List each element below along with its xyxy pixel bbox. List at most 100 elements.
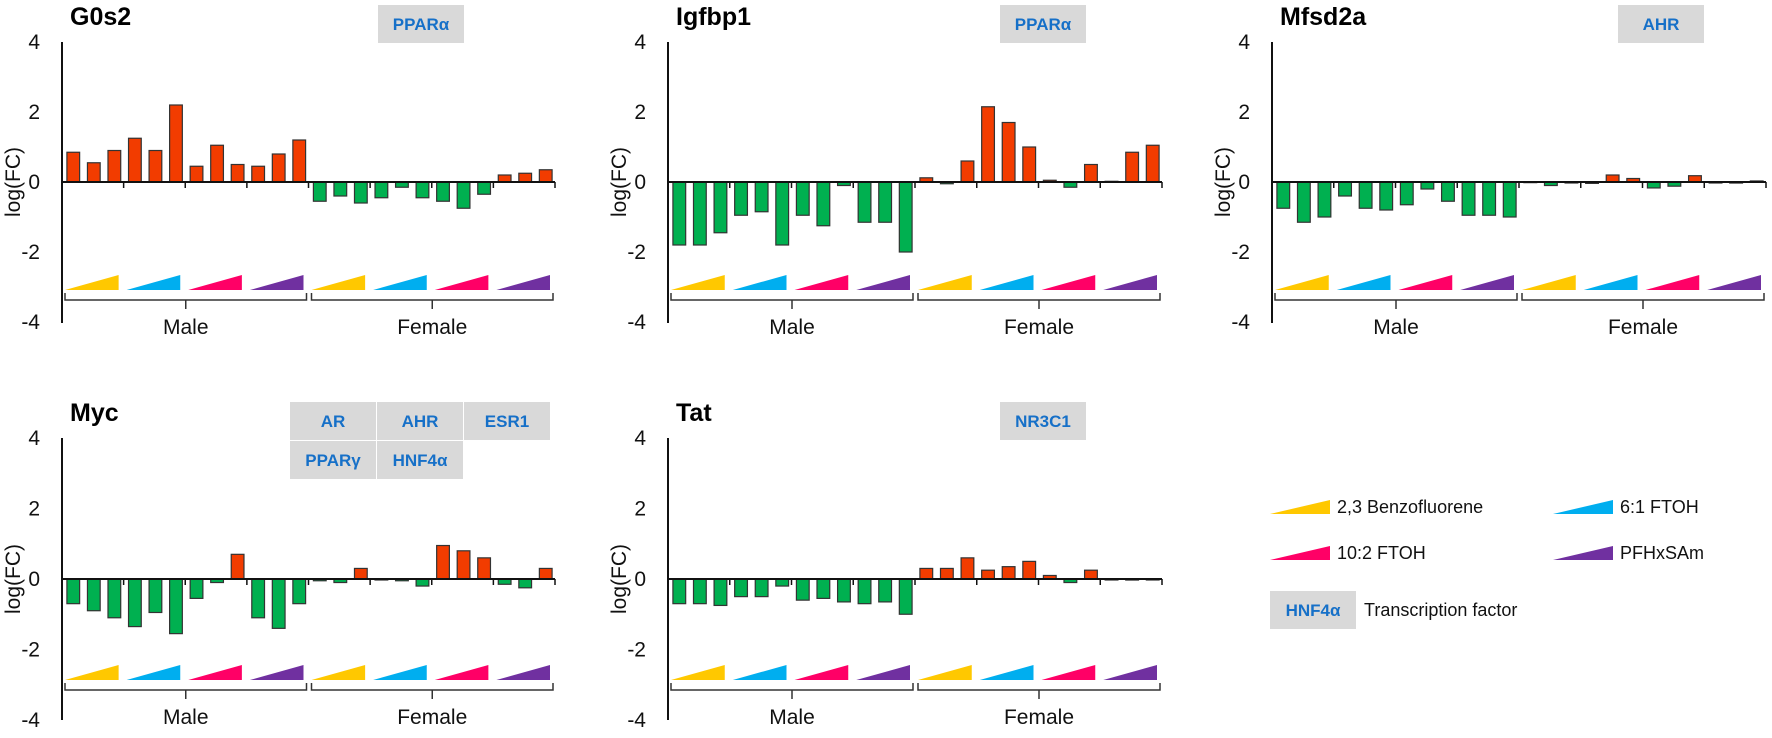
group-bracket <box>917 683 1161 699</box>
dose-triangle-6-1-ftoh <box>373 665 427 680</box>
y-axis-label: log(FC) <box>2 544 25 614</box>
y-tick-label: -2 <box>21 241 40 264</box>
dose-triangle-6-1-ftoh <box>126 275 181 290</box>
dose-triangle-pfhxsam <box>856 275 910 290</box>
dose-triangle-2-3-benzofluorene <box>311 665 366 680</box>
bar-female-12 <box>538 169 553 183</box>
dose-triangle-pfhxsam <box>856 665 910 680</box>
tf-box <box>464 402 550 440</box>
group-bracket <box>917 293 1161 309</box>
bar-female-7 <box>436 544 450 580</box>
bar-male-4 <box>127 137 142 183</box>
group-label-male: Male <box>163 316 209 339</box>
bar-male-10 <box>857 578 872 605</box>
y-tick-label: -2 <box>627 241 646 264</box>
bar-male-6 <box>169 578 183 635</box>
dose-triangle-6-1-ftoh <box>732 665 787 680</box>
tf-label: AHR <box>1643 15 1680 34</box>
bar-male-7 <box>189 165 204 183</box>
tf-box <box>1618 5 1704 43</box>
dose-triangle-10-2-ftoh <box>794 665 849 680</box>
bar-male-8 <box>210 144 225 183</box>
tf-label: NR3C1 <box>1015 412 1071 431</box>
bar-female-6 <box>1022 146 1037 183</box>
group-label-male: Male <box>769 316 815 339</box>
chart-panel-tat: Tat NR3C1 4 2 0 -2 -4 log(FC) Male Female <box>608 399 1163 732</box>
bar-male-2 <box>86 578 101 612</box>
dose-triangle-2-3-benzofluorene <box>918 275 972 290</box>
bar-female-5 <box>1001 121 1016 183</box>
dose-triangle-6-1-ftoh <box>979 275 1034 290</box>
dose-triangle-6-1-ftoh <box>1583 275 1638 290</box>
dose-triangle-6-1-ftoh <box>979 665 1034 680</box>
dose-triangle-pfhxsam <box>496 275 550 290</box>
bar-male-12 <box>898 578 913 615</box>
bar-male-5 <box>148 578 163 614</box>
dose-triangle-10-2-ftoh <box>1645 275 1700 290</box>
dose-triangle-6-1-ftoh <box>373 275 427 290</box>
tf-box <box>1000 5 1086 43</box>
legend-tf-box <box>1270 591 1356 629</box>
y-axis-label: log(FC) <box>608 147 631 217</box>
dose-triangle-10-2-ftoh <box>434 665 489 680</box>
bar-male-4 <box>734 181 749 216</box>
group-label-female: Female <box>397 316 467 339</box>
bar-female-4 <box>981 569 996 580</box>
y-tick-label: -4 <box>21 709 40 732</box>
chart-panel-igfbp1: Igfbp1 PPARα 4 2 0 -2 -4 log(FC) Male Female <box>608 3 1163 339</box>
group-label-female: Female <box>1004 706 1074 729</box>
bar-male-5 <box>754 578 769 598</box>
panel-title: Myc <box>70 399 119 427</box>
bar-male-3 <box>1317 181 1332 218</box>
bar-male-8 <box>816 578 831 599</box>
bar-male-11 <box>878 578 893 603</box>
bar-male-7 <box>189 578 204 599</box>
group-bracket <box>670 293 914 309</box>
bar-male-1 <box>672 181 687 246</box>
bar-female-3 <box>353 181 368 204</box>
bar-female-2 <box>939 567 954 580</box>
bar-male-10 <box>251 165 266 183</box>
dose-triangle-pfhxsam <box>1707 275 1761 290</box>
bar-female-6 <box>415 181 430 199</box>
group-label-male: Male <box>1373 316 1419 339</box>
bar-male-7 <box>1399 181 1414 206</box>
bar-female-4 <box>981 106 996 183</box>
bar-male-3 <box>107 578 122 619</box>
bar-female-12 <box>1145 144 1160 183</box>
bar-female-5 <box>1001 566 1016 580</box>
tf-box <box>290 402 376 440</box>
y-tick-label: -4 <box>21 311 40 334</box>
tf-box <box>377 402 463 440</box>
group-label-female: Female <box>1004 316 1074 339</box>
bar-female-9 <box>1083 569 1098 580</box>
bar-male-6 <box>1379 181 1394 211</box>
group-label-female: Female <box>1608 316 1678 339</box>
bar-male-12 <box>292 578 307 605</box>
y-tick-label: -2 <box>21 639 40 662</box>
legend-triangle-3 <box>1270 546 1330 560</box>
bar-male-8 <box>1420 181 1435 190</box>
dose-triangle-pfhxsam <box>496 665 550 680</box>
y-tick-label: 0 <box>28 171 40 194</box>
bar-female-8 <box>456 550 471 580</box>
bar-male-6 <box>169 104 183 183</box>
dose-triangle-2-3-benzofluorene <box>1275 275 1329 290</box>
bar-male-5 <box>754 181 769 213</box>
dose-triangle-2-3-benzofluorene <box>918 665 972 680</box>
y-tick-label: 4 <box>28 427 40 450</box>
bar-male-6 <box>775 578 790 587</box>
bar-male-4 <box>734 578 749 598</box>
bar-female-1 <box>919 567 934 580</box>
y-tick-label: 2 <box>634 101 646 124</box>
legend-triangle-2 <box>1553 500 1613 514</box>
group-bracket <box>310 293 554 309</box>
panel-title: Tat <box>676 399 712 427</box>
dose-triangle-2-3-benzofluorene <box>65 275 119 290</box>
y-tick-label: 2 <box>634 498 646 521</box>
legend-tf-label: Transcription factor <box>1364 600 1517 620</box>
dose-triangle-pfhxsam <box>1103 665 1157 680</box>
chart-panel-mfsd2a: Mfsd2a AHR 4 2 0 -2 -4 log(FC) Male Female <box>1212 3 1767 339</box>
bar-male-11 <box>878 181 893 223</box>
bar-female-9 <box>477 181 492 195</box>
